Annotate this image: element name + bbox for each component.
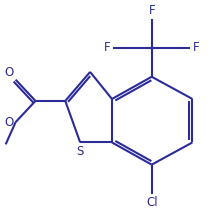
Text: F: F bbox=[104, 41, 110, 54]
Text: Cl: Cl bbox=[146, 196, 157, 209]
Text: O: O bbox=[4, 66, 14, 79]
Text: F: F bbox=[148, 4, 155, 17]
Text: S: S bbox=[76, 145, 84, 158]
Text: F: F bbox=[193, 41, 200, 54]
Text: O: O bbox=[4, 116, 14, 129]
